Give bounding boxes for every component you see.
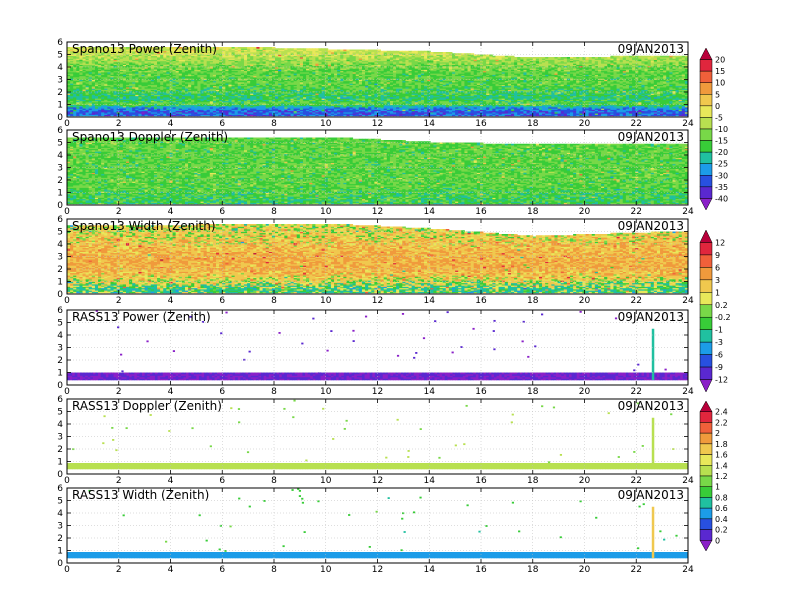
heatmap-cell: [328, 50, 332, 52]
heatmap-cell: [272, 47, 276, 49]
heatmap-cell: [337, 50, 341, 52]
heatmap-cell: [244, 47, 248, 49]
heatmap-cell: [228, 47, 232, 49]
heatmap-cell: [235, 47, 239, 49]
heatmap-cell: [312, 48, 316, 50]
heatmap-cell: [281, 48, 285, 50]
heatmap-cell: [222, 47, 226, 49]
heatmap-cell: [247, 47, 251, 49]
heatmap-cell: [322, 48, 326, 50]
heatmap-cell: [319, 48, 323, 50]
heatmap-cell: [232, 47, 236, 49]
heatmap-cell: [241, 47, 245, 49]
heatmap-cell: [340, 50, 344, 52]
heatmap-cell: [297, 48, 301, 50]
heatmap-cell: [238, 47, 242, 49]
heatmap-cell: [266, 47, 270, 49]
heatmap-cell: [331, 50, 335, 52]
heatmap-cell: [306, 48, 310, 50]
heatmap-cell: [250, 47, 254, 49]
heatmap-cell: [346, 50, 350, 52]
heatmap-cell: [315, 48, 319, 50]
heatmap-cell: [291, 48, 295, 50]
heatmap-cell: [269, 47, 273, 49]
heatmap-cell: [67, 47, 71, 49]
heatmap-cell: [253, 47, 257, 49]
heatmap-cell: [303, 48, 307, 50]
heatmap-cell: [275, 48, 279, 50]
heatmap-cell: [284, 48, 288, 50]
heatmap-cell: [334, 50, 338, 52]
heatmap-cell: [343, 50, 347, 52]
heatmap-cell: [294, 48, 298, 50]
heatmap-cell: [309, 48, 313, 50]
heatmap-cell: [325, 48, 329, 50]
heatmap-cell: [278, 48, 282, 50]
heatmap-cell: [225, 47, 229, 49]
heatmap-cell: [260, 47, 264, 49]
heatmap-cell: [256, 47, 260, 49]
heatmap-cell: [300, 48, 304, 50]
heatmap-cell: [287, 48, 291, 50]
heatmap-cell: [263, 47, 267, 49]
